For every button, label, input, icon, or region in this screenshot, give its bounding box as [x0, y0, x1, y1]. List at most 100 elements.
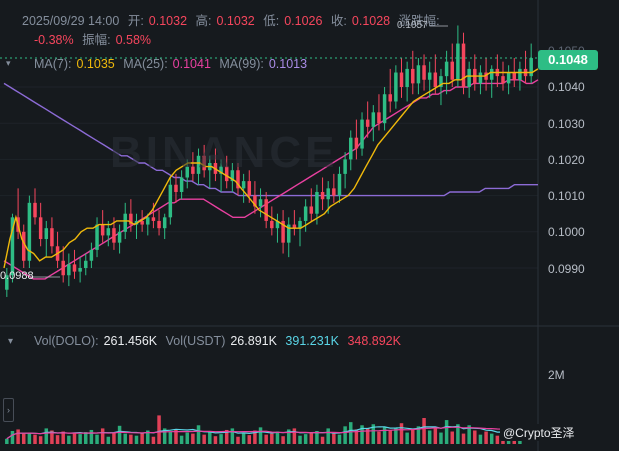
vol-dolo-value: 261.456K: [103, 334, 158, 348]
candle-body: [388, 94, 392, 102]
candle-body: [5, 275, 9, 290]
candle-body: [162, 217, 167, 229]
candle-body: [456, 43, 460, 80]
candle-body: [253, 195, 257, 207]
volume-bar: [281, 436, 285, 444]
volume-bar: [185, 432, 189, 444]
change-label: 涨跌幅:: [398, 14, 440, 28]
candle-body: [247, 181, 252, 196]
candle-body: [354, 137, 359, 149]
volume-bar: [191, 433, 195, 444]
volume-bar: [286, 429, 291, 444]
volume-bar: [230, 428, 235, 444]
volume-bar: [349, 422, 353, 444]
volume-bar: [100, 428, 105, 444]
price-axis-label: 0.1030: [548, 117, 585, 131]
candle-body: [422, 65, 426, 80]
candle-body: [405, 68, 409, 87]
candle-body: [196, 155, 201, 174]
candle-body: [506, 72, 511, 84]
low-marker: 0.0988: [0, 270, 34, 282]
volume-bar: [433, 428, 438, 444]
ma-legend[interactable]: MA(7): 0.1035 MA(25): 0.1041 MA(99): 0.1013: [34, 57, 312, 71]
candle-body: [478, 72, 483, 84]
volume-bar: [489, 433, 494, 444]
volume-bar: [95, 434, 99, 444]
candle-body: [10, 217, 15, 276]
candle-body: [241, 181, 246, 189]
volume-bar: [354, 429, 359, 444]
volume-bar: [320, 436, 325, 444]
candle-body: [377, 112, 381, 124]
volume-bar: [298, 435, 302, 444]
volume-bar: [72, 433, 77, 444]
volume-bar: [89, 429, 94, 444]
volume-bar: [360, 425, 364, 444]
volume-bar: [38, 436, 43, 444]
candle-body: [444, 61, 449, 77]
candle-body: [72, 264, 77, 272]
volume-bar: [371, 424, 376, 444]
volume-bar: [343, 426, 347, 444]
volume-bar: [146, 430, 150, 444]
volume-bar: [478, 434, 483, 444]
volume-bar: [168, 431, 173, 444]
close-value: 0.1028: [351, 14, 391, 28]
candle-body: [461, 43, 466, 87]
candle-body: [349, 137, 353, 160]
volume-bar: [422, 418, 426, 444]
candle-body: [146, 217, 150, 225]
candle-body: [501, 76, 505, 84]
volume-bar: [44, 428, 49, 444]
high-marker: 0.1057: [397, 20, 428, 31]
candle-body: [292, 224, 297, 229]
ma99-label: MA(99):: [219, 57, 264, 71]
volume-bar: [439, 432, 443, 444]
amp-value: 0.58%: [115, 33, 152, 47]
volume-legend[interactable]: Vol(DOLO): 261.456K Vol(USDT) 26.891K 391.…: [34, 334, 406, 348]
volume-bar: [303, 434, 308, 444]
candle-body: [518, 68, 522, 80]
candle-body: [270, 220, 274, 229]
candle-body: [394, 72, 398, 102]
low-label: 低:: [263, 14, 280, 28]
volume-bar: [224, 429, 229, 444]
volume-bar: [495, 435, 500, 444]
candle-body: [489, 68, 494, 80]
candle-body: [129, 213, 133, 225]
volume-axis-label: 2M: [548, 368, 565, 382]
volume-collapse-chevron-icon[interactable]: ▾: [8, 336, 14, 347]
candle-body: [168, 184, 173, 218]
vol-usdt-value: 26.891K: [230, 334, 277, 348]
volume-bar: [5, 438, 9, 444]
volume-bar: [484, 431, 488, 444]
candle-body: [281, 220, 285, 243]
volume-bar: [394, 428, 398, 444]
volume-bar: [213, 436, 218, 444]
ma-collapse-chevron-icon[interactable]: ▾: [6, 58, 11, 68]
volume-bar: [275, 431, 280, 444]
candle-body: [174, 184, 178, 192]
volume-bar: [382, 427, 387, 444]
ma25-label: MA(25):: [123, 57, 168, 71]
candle-body: [309, 206, 314, 214]
ma7-line: [3, 68, 539, 269]
volume-bar: [134, 435, 139, 444]
volume-bar: [315, 431, 319, 444]
candle-body: [512, 72, 517, 80]
pane-resize-handle-icon[interactable]: ›: [3, 398, 14, 422]
candle-body: [371, 112, 376, 127]
amp-label: 振幅:: [82, 33, 111, 47]
candle-body: [399, 72, 404, 87]
candle-date: 2025/09/29 14:00: [22, 14, 120, 28]
candle-body: [191, 166, 195, 174]
volume-bar: [241, 433, 246, 444]
candle-body: [67, 264, 71, 276]
price-axis-label: 0.1000: [548, 225, 585, 239]
candle-body: [27, 202, 32, 261]
volume-bar: [473, 430, 477, 444]
volume-bar: [84, 432, 88, 444]
candle-body: [275, 220, 280, 229]
volume-bar: [78, 434, 82, 444]
